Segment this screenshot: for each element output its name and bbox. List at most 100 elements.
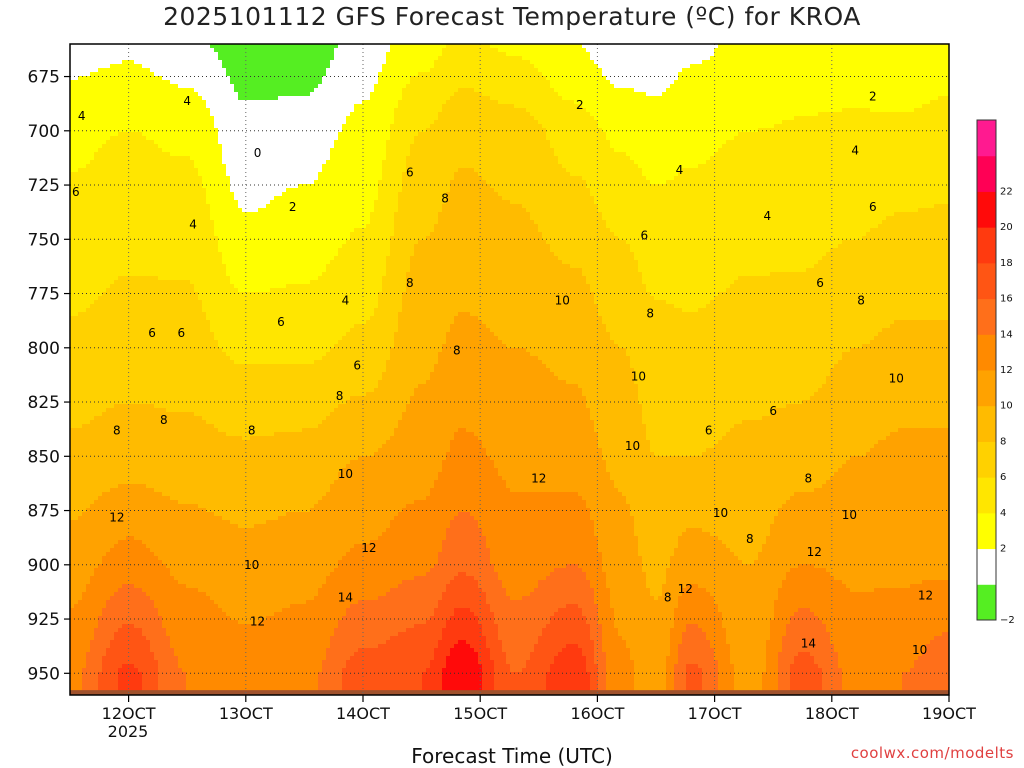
field-cell [530, 116, 535, 221]
field-cell [366, 224, 371, 321]
field-cell [134, 484, 139, 541]
field-cell [586, 52, 591, 113]
field-cell [410, 144, 415, 257]
field-cell [610, 340, 615, 481]
field-cell [674, 308, 679, 457]
field-cell [694, 584, 699, 625]
field-cell [902, 672, 907, 695]
field-cell [282, 288, 287, 365]
field-cell [442, 344, 447, 461]
field-cell [302, 44, 307, 97]
field-cell [534, 68, 539, 121]
field-cell [330, 572, 335, 637]
field-cell [146, 276, 151, 405]
field-cell [614, 88, 619, 153]
field-cell [526, 212, 531, 353]
field-cell [346, 332, 351, 401]
field-cell [378, 644, 383, 695]
field-cell [830, 576, 835, 645]
field-cell [118, 484, 123, 541]
contour-label: 4 [764, 209, 772, 223]
field-cell [302, 284, 307, 365]
field-cell [834, 364, 839, 473]
field-cell [90, 72, 95, 161]
field-cell [658, 44, 663, 97]
field-cell [138, 588, 143, 629]
field-cell [162, 408, 167, 497]
field-cell [694, 456, 699, 529]
field-cell [178, 44, 183, 89]
field-cell [86, 424, 91, 509]
field-cell [514, 204, 519, 349]
field-cell [930, 428, 935, 581]
field-cell [402, 580, 407, 633]
field-cell [438, 112, 443, 213]
field-cell [282, 432, 287, 517]
field-cell [638, 168, 643, 273]
field-cell [74, 172, 79, 317]
field-cell [298, 284, 303, 365]
field-cell [854, 240, 859, 349]
field-cell [218, 44, 223, 61]
field-cell [182, 280, 187, 413]
field-cell [138, 44, 143, 65]
field-cell [550, 252, 555, 373]
field-cell [874, 44, 879, 113]
field-cell [858, 456, 863, 593]
field-cell [614, 344, 619, 489]
field-cell [602, 460, 607, 573]
field-cell [118, 668, 123, 695]
field-cell [274, 364, 279, 433]
field-cell [206, 204, 211, 321]
field-cell [782, 504, 787, 581]
field-cell [170, 84, 175, 157]
field-cell [186, 588, 191, 695]
field-cell [822, 44, 827, 113]
field-cell [174, 500, 179, 581]
field-cell [786, 500, 791, 573]
field-cell [946, 428, 949, 581]
field-cell [670, 304, 675, 457]
field-cell [590, 420, 595, 521]
field-cell [390, 588, 395, 637]
field-cell [490, 460, 495, 565]
field-cell [518, 600, 523, 673]
field-cell [526, 352, 531, 493]
field-cell [878, 44, 883, 113]
field-cell [722, 436, 727, 545]
field-cell [410, 628, 415, 695]
field-cell [946, 96, 949, 205]
field-cell [426, 72, 431, 129]
field-cell [370, 316, 375, 393]
field-cell [438, 552, 443, 601]
field-cell [514, 600, 519, 673]
field-cell [242, 212, 247, 293]
field-cell [238, 436, 243, 529]
field-cell [230, 620, 235, 695]
field-cell [302, 512, 307, 605]
field-cell [546, 140, 551, 245]
field-cell [654, 184, 659, 301]
field-cell [194, 416, 199, 505]
field-cell [810, 564, 815, 613]
field-cell [226, 436, 231, 521]
field-cell [498, 104, 503, 197]
field-cell [802, 492, 807, 565]
field-cell [774, 272, 779, 409]
credit-link[interactable]: coolwx.com/modelts [850, 744, 1014, 762]
field-cell [274, 520, 279, 613]
field-cell [558, 492, 563, 569]
field-cell [206, 512, 211, 597]
field-cell [686, 528, 691, 585]
field-cell [466, 312, 471, 433]
field-cell [702, 632, 707, 695]
field-cell [182, 412, 187, 505]
field-cell [454, 316, 459, 433]
field-cell [310, 364, 315, 429]
field-cell [178, 668, 183, 695]
field-cell [762, 44, 767, 129]
field-cell [626, 356, 631, 505]
field-cell [942, 320, 947, 429]
field-cell [674, 608, 679, 665]
